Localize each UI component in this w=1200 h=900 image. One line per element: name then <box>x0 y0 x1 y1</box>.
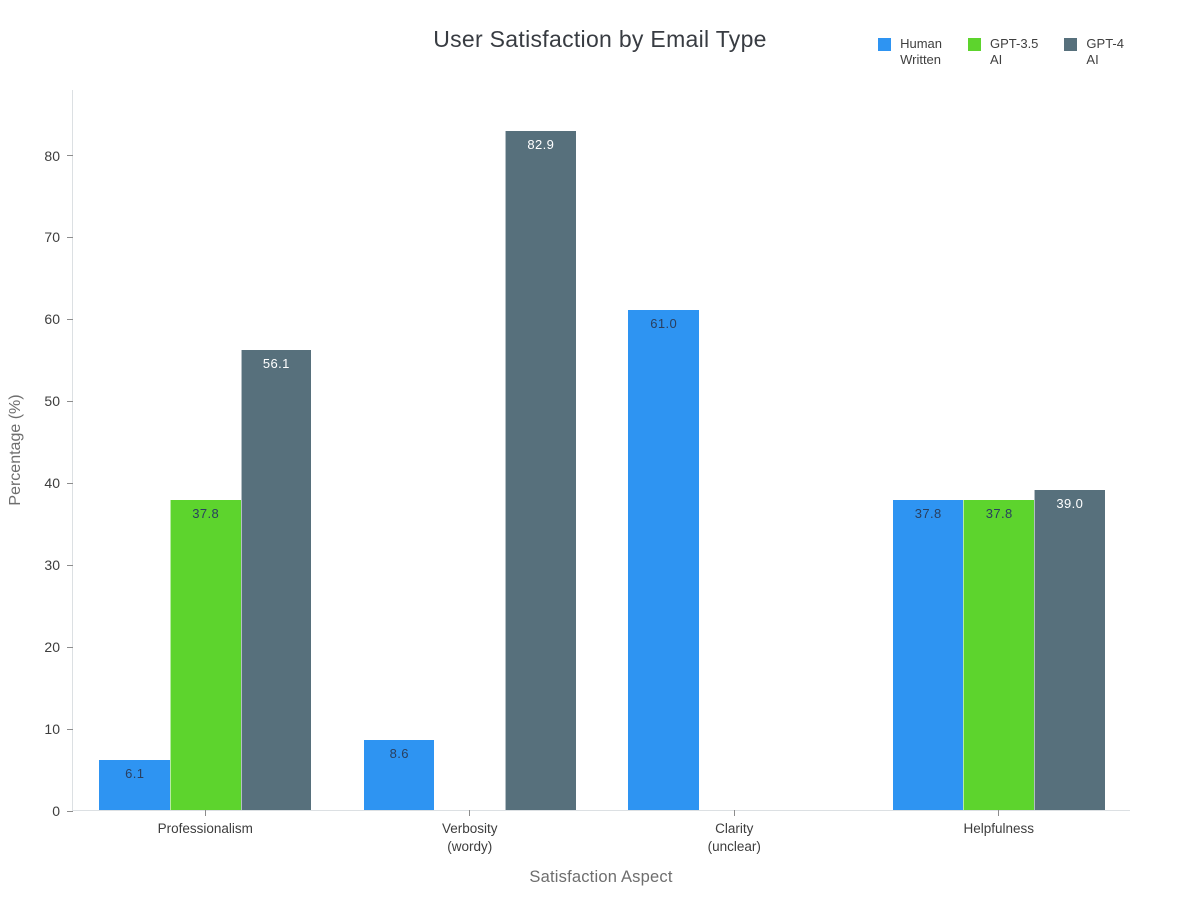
legend-swatch-icon <box>968 38 981 51</box>
bar-value-label: 61.0 <box>650 316 678 332</box>
bar-value-label: 56.1 <box>262 356 290 372</box>
y-tick <box>67 728 73 730</box>
bar[interactable]: 82.9 <box>505 130 576 810</box>
bar[interactable]: 39.0 <box>1034 490 1105 810</box>
bar-value-label: 37.8 <box>192 506 220 522</box>
x-axis-title: Satisfaction Aspect <box>529 868 673 886</box>
legend-label: Human Written <box>900 36 942 67</box>
legend-label: GPT-4 AI <box>1086 36 1124 67</box>
y-tick-label: 60 <box>44 311 60 328</box>
y-tick-label: 10 <box>44 721 60 738</box>
x-tick <box>733 810 735 816</box>
x-tick-label: Helpfulness <box>963 821 1035 836</box>
x-tick <box>204 810 206 816</box>
y-tick-label: 40 <box>44 475 60 492</box>
bar[interactable]: 6.1 <box>99 760 170 810</box>
y-tick <box>67 155 73 157</box>
legend-item[interactable]: GPT-3.5 AI <box>968 36 1038 68</box>
bar-value-label: 82.9 <box>527 136 555 152</box>
x-tick-label: Clarity (unclear) <box>707 821 761 854</box>
bar[interactable]: 37.8 <box>963 500 1034 810</box>
bar[interactable]: 37.8 <box>892 500 964 810</box>
y-tick <box>67 318 73 320</box>
legend-item[interactable]: GPT-4 AI <box>1064 36 1124 68</box>
legend-swatch-icon <box>878 38 892 51</box>
legend-label: GPT-3.5 AI <box>990 36 1039 67</box>
bar[interactable]: 8.6 <box>363 739 435 810</box>
y-tick <box>67 400 73 402</box>
bar-value-label: 37.8 <box>914 506 942 522</box>
bar[interactable]: 56.1 <box>240 350 312 810</box>
y-tick-label: 50 <box>44 393 60 410</box>
bar-value-label: 6.1 <box>125 766 145 782</box>
y-axis-title: Percentage (%) <box>7 394 24 506</box>
chart-title: User Satisfaction by Email Type <box>433 26 767 52</box>
legend-swatch-icon <box>1064 38 1078 51</box>
bar-value-label: 39.0 <box>1056 496 1084 512</box>
bar[interactable]: 61.0 <box>628 310 699 810</box>
y-tick-label: 80 <box>44 147 60 164</box>
bar-value-label: 8.6 <box>389 745 409 761</box>
legend: Human Written GPT-3.5 AI GPT-4 AI <box>878 36 1124 68</box>
x-tick-label: Professionalism <box>157 821 253 836</box>
bar-value-label: 37.8 <box>985 506 1013 522</box>
legend-item[interactable]: Human Written <box>878 36 942 68</box>
y-tick-label: 20 <box>44 639 60 656</box>
x-tick <box>469 810 471 816</box>
x-tick-label: Verbosity (wordy) <box>441 821 498 854</box>
plot-area: 0 10 20 30 40 50 60 70 80 Professionalism Verbosit… <box>44 90 1130 854</box>
y-tick <box>67 810 73 812</box>
y-tick <box>67 564 73 566</box>
y-tick <box>67 482 73 484</box>
y-tick-label: 0 <box>52 803 60 819</box>
y-tick <box>67 646 73 648</box>
y-tick-label: 70 <box>44 229 60 246</box>
bar[interactable]: 37.8 <box>169 500 241 810</box>
y-tick-label: 30 <box>44 557 60 574</box>
x-tick <box>998 810 1000 816</box>
y-tick <box>67 236 73 238</box>
